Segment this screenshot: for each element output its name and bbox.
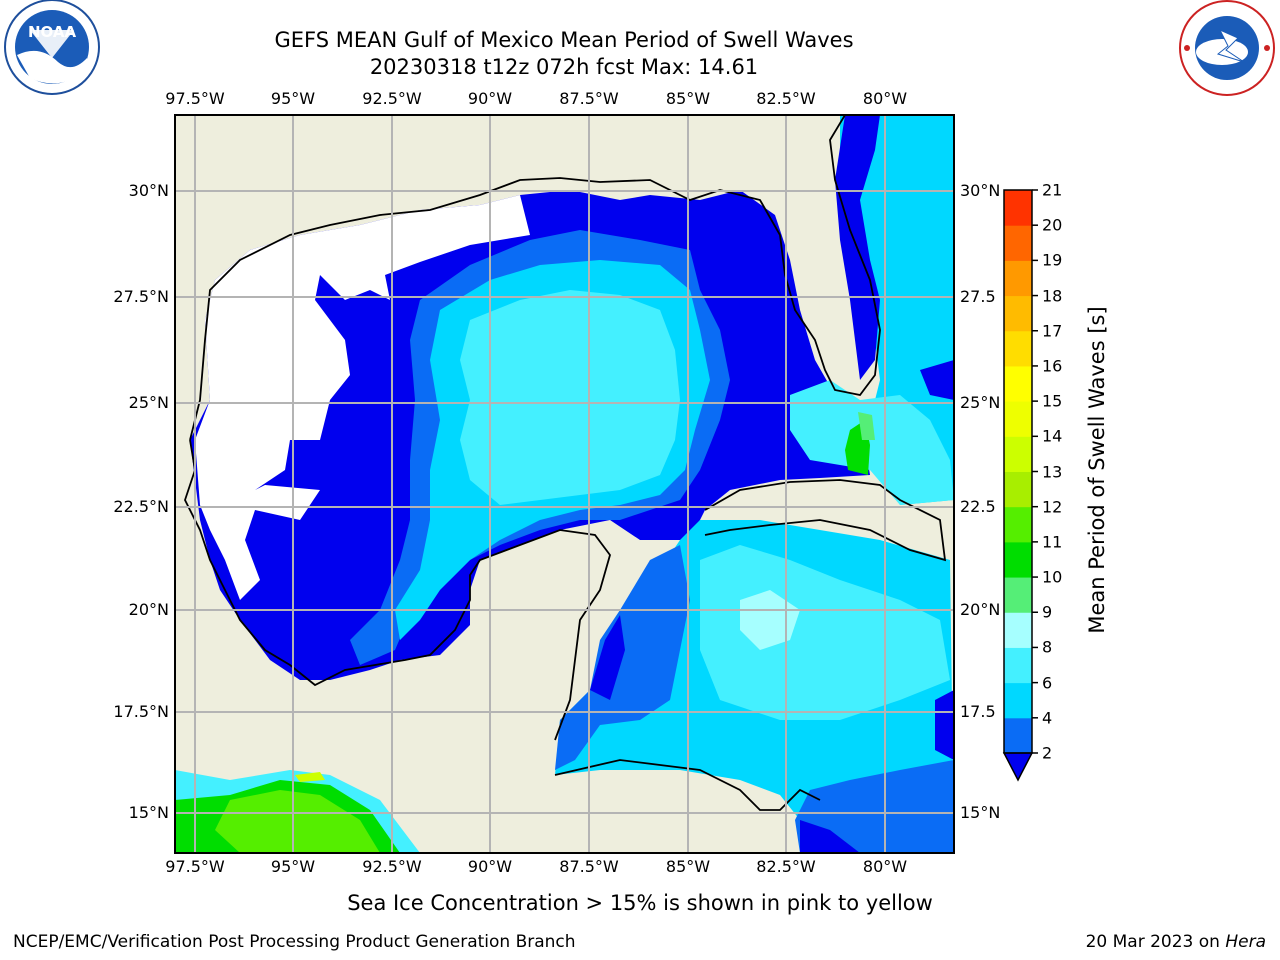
colorbar-tick-label: 4 — [1042, 708, 1053, 728]
colorbar-segment — [1004, 401, 1032, 437]
lon-label-bottom: 97.5°W — [165, 857, 225, 876]
pacific-lightgreen-region — [215, 790, 380, 853]
colorbar-segment — [1004, 612, 1032, 648]
chart-title: GEFS MEAN Gulf of Mexico Mean Period of … — [274, 28, 854, 52]
colorbar-tick-label: 8 — [1042, 637, 1053, 657]
lat-label-left: 17.5°N — [113, 702, 169, 721]
lon-label-bottom: 95°W — [270, 857, 316, 876]
colorbar-tick-label: 9 — [1042, 602, 1053, 622]
colorbar-tick-label: 16 — [1042, 356, 1063, 376]
colorbar — [1002, 189, 1038, 782]
map-area — [175, 115, 954, 853]
colorbar-segment — [1004, 295, 1032, 332]
coast-gulf — [184, 439, 611, 741]
colorbar-tick-label: 14 — [1042, 426, 1063, 446]
caribbean-deepblue-south — [800, 820, 860, 853]
colorbar-segment — [1004, 506, 1032, 543]
chart-subtitle: 20230318 t12z 072h fcst Max: 14.61 — [369, 55, 759, 79]
colorbar-label: Mean Period of Swell Waves [s] — [1085, 306, 1109, 634]
colorbar-tick-label: 2 — [1042, 743, 1053, 763]
colorbar-tick-label: 19 — [1042, 250, 1063, 270]
caribbean-blue-south — [795, 760, 954, 853]
coast-cuba — [704, 479, 947, 562]
lon-label-bottom: 92.5°W — [362, 857, 422, 876]
noaa-logo: NOAA — [4, 0, 100, 95]
nws-logo — [1179, 0, 1275, 96]
atlantic-region — [840, 115, 954, 505]
colorbar-tick-label: 21 — [1042, 180, 1063, 200]
lon-label-top: 80°W — [862, 89, 908, 108]
colorbar-tick-label: 17 — [1042, 321, 1063, 341]
colorbar-tick-label: 18 — [1042, 286, 1063, 306]
lat-label-right: 20°N — [960, 600, 1001, 619]
footer-date: 20 Mar 2023 on Hera — [1086, 932, 1266, 952]
caribbean-deepblue-east — [935, 690, 954, 760]
footer-credit: NCEP/EMC/Verification Post Processing Pr… — [13, 932, 576, 952]
lon-label-top: 92.5°W — [362, 89, 422, 108]
lon-label-top: 95°W — [270, 89, 316, 108]
lat-label-left: 27.5°N — [113, 287, 169, 306]
lat-label-left: 15°N — [128, 803, 169, 822]
colorbar-tick-label: 12 — [1042, 497, 1063, 517]
colorbar-tick-label: 13 — [1042, 462, 1063, 481]
colorbar-segment — [1004, 436, 1032, 472]
atlantic-blue-bottom — [920, 360, 954, 400]
map-frame — [174, 114, 955, 854]
colorbar-segment — [1004, 682, 1032, 719]
colorbar-tick-label: 6 — [1042, 673, 1053, 693]
coast-central-america — [554, 759, 821, 811]
colorbar-tick-label: 15 — [1042, 391, 1063, 411]
lat-label-right: 30°N — [960, 181, 1001, 200]
footer-host: Hera — [1225, 932, 1266, 952]
colorbar-segment — [1004, 541, 1032, 578]
colorbar-extend-arrow — [1002, 752, 1034, 782]
lon-label-bottom: 87.5°W — [559, 857, 619, 876]
noaa-logo-text: NOAA — [28, 23, 77, 41]
lat-label-left: 30°N — [128, 181, 169, 200]
lat-label-left: 20°N — [128, 600, 169, 619]
pacific-yellow-patch — [295, 772, 325, 782]
colorbar-segment — [1004, 365, 1032, 402]
colorbar-segment — [1004, 190, 1032, 226]
lon-label-bottom: 80°W — [862, 857, 908, 876]
colorbar-segment — [1004, 225, 1032, 261]
colorbar-segment — [1004, 577, 1032, 613]
lat-label-left: 22.5°N — [113, 497, 169, 516]
lon-label-top: 82.5°W — [756, 89, 816, 108]
lat-label-right: 15°N — [960, 803, 1001, 822]
straits-lightgreen-patch — [858, 412, 875, 440]
footer-date-text: 20 Mar 2023 on — [1085, 932, 1226, 952]
lon-label-bottom: 85°W — [665, 857, 711, 876]
lon-label-bottom: 90°W — [467, 857, 513, 876]
lon-label-top: 85°W — [665, 89, 711, 108]
colorbar-segment — [1004, 260, 1032, 297]
lat-label-left: 25°N — [128, 393, 169, 412]
colorbar-tick-label: 11 — [1042, 532, 1063, 552]
caribbean-deepblue-sliver — [590, 615, 625, 700]
lat-label-right: 17.5 — [960, 702, 996, 721]
colorbar-segment — [1004, 330, 1032, 367]
colorbar-segment — [1004, 471, 1032, 508]
straits-region — [790, 380, 954, 505]
colorbar-segment — [1004, 717, 1032, 754]
lon-label-bottom: 82.5°W — [756, 857, 816, 876]
graticule — [175, 115, 954, 853]
lon-label-top: 90°W — [467, 89, 513, 108]
colorbar-tick-label: 10 — [1042, 567, 1063, 587]
sea-ice-footnote: Sea Ice Concentration > 15% is shown in … — [347, 891, 933, 915]
gulf-lightcyan-region — [460, 290, 680, 505]
caribbean-lightcyan-patch — [700, 545, 950, 720]
lon-label-top: 97.5°W — [165, 89, 225, 108]
lat-label-right: 25°N — [960, 393, 1001, 412]
colorbar-tick-label: 20 — [1042, 215, 1063, 235]
lat-label-right: 27.5 — [960, 287, 996, 306]
colorbar-segment — [1004, 647, 1032, 684]
lat-label-right: 22.5 — [960, 497, 996, 516]
lon-label-top: 87.5°W — [559, 89, 619, 108]
